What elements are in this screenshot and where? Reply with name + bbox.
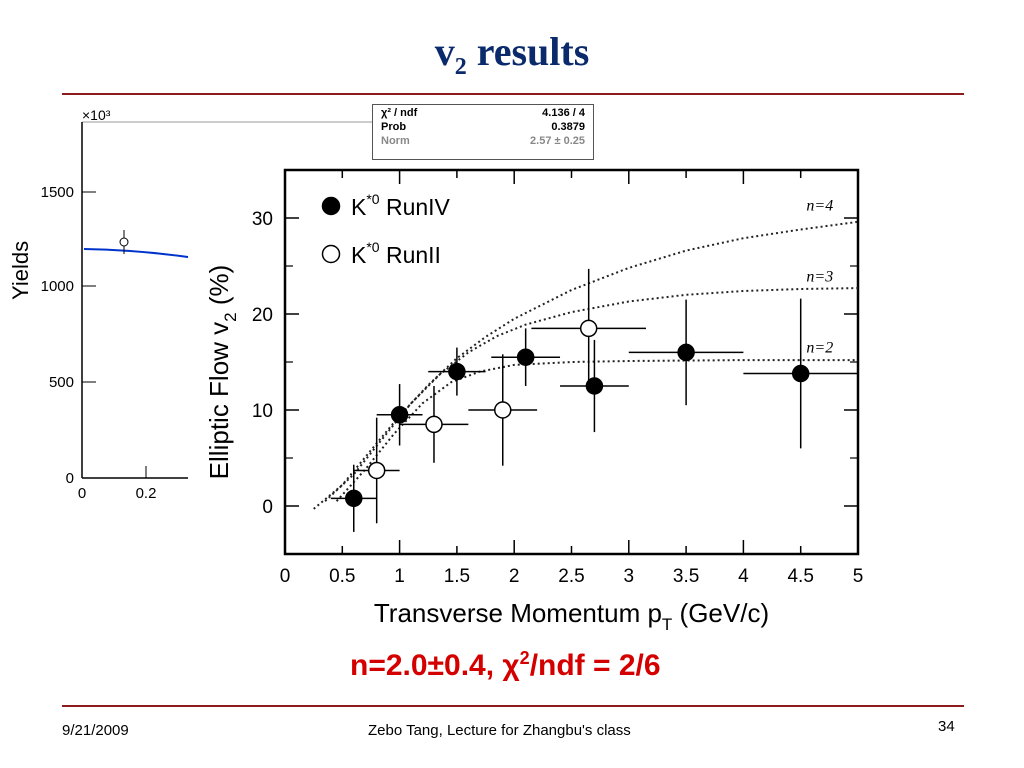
bg-data-point	[119, 237, 129, 247]
v2-chart: 0 0.5 1 1.5 2 2.5 3 3.5 4 4.5 5 0 10 20 30 Transverse M…	[204, 168, 864, 634]
legend-marker	[321, 196, 341, 216]
bg-ytick-label: 1000	[41, 278, 74, 295]
x-tick-label: 5	[853, 566, 864, 587]
multiplier-label: ×10³	[82, 107, 111, 123]
runii-data-point	[425, 415, 443, 434]
y-tick-label: 30	[252, 209, 273, 230]
x-tick-label: 2	[509, 566, 520, 587]
footer-author: Zebo Tang, Lecture for Zhangbu's class	[368, 722, 631, 739]
runiv-data-point	[390, 406, 409, 424]
footer-date: 9/21/2009	[62, 722, 129, 739]
v2-plot-panel: 0 0.5 1 1.5 2 2.5 3 3.5 4 4.5 5 0 10 20 30 Transverse M…	[188, 160, 868, 650]
bg-xtick-label: 0	[78, 485, 86, 502]
x-tick-label: 1.5	[444, 566, 470, 587]
runiv-data-point	[677, 343, 695, 362]
bg-x-ticks: 0 0.2	[78, 466, 157, 502]
y-tick-label: 20	[252, 305, 273, 326]
x-tick-label: 2.5	[558, 566, 584, 587]
curve-label-n4: n=4	[806, 197, 833, 214]
plot-frame	[283, 168, 860, 556]
fit-stats-box: χ² / ndf 4.136 / 4 Prob 0.3879 Norm 2.57 ± …	[372, 104, 594, 160]
footer-divider	[62, 705, 964, 707]
x-tick-label: 3	[624, 566, 635, 587]
fit-row-norm: Norm 2.57 ± 0.25	[381, 135, 585, 147]
runii-data-point	[493, 401, 512, 419]
page-number: 34	[938, 718, 955, 735]
runiv-data-point	[345, 489, 363, 508]
x-tick-label: 0	[280, 566, 291, 587]
fit-row-prob: Prob 0.3879	[381, 121, 585, 133]
y-tick-label: 10	[252, 401, 273, 422]
theory-curve-n3	[324, 287, 859, 502]
runiv-data-point	[448, 362, 466, 381]
bg-ytick-label: 0	[66, 470, 74, 487]
x-tick-label: 4	[738, 566, 749, 587]
curve-label-n3: n=3	[806, 268, 833, 285]
bg-xtick-label: 0.2	[136, 485, 157, 502]
fit-result-text: n=2.0±0.4, χ2/ndf = 2/6	[350, 648, 661, 682]
fit-row-chi2: χ² / ndf 4.136 / 4	[381, 107, 585, 119]
yields-axis-label: Yields	[8, 241, 33, 300]
runiv-data-point	[585, 377, 604, 395]
x-tick-label: 3.5	[673, 566, 699, 587]
y-tick-label: 0	[262, 497, 273, 518]
runiv-data-point	[791, 364, 810, 383]
runii-data-point	[367, 461, 386, 480]
runiv-data-point	[516, 348, 535, 366]
theory-curve-n4	[313, 220, 859, 510]
bg-ytick-label: 1500	[41, 184, 74, 201]
legend-label: K*0 RunIV	[351, 191, 451, 220]
x-axis-label: Transverse Momentum pT (GeV/c)	[374, 598, 769, 634]
y-axis-label: Elliptic Flow v2 (%)	[204, 265, 240, 480]
title-divider	[62, 93, 964, 95]
bg-ytick-label: 500	[49, 374, 74, 391]
curve-label-n2: n=2	[806, 339, 833, 356]
legend-label: K*0 RunII	[351, 239, 441, 268]
runii-data-point	[579, 319, 598, 338]
x-tick-label: 1	[394, 566, 405, 587]
bg-y-ticks: 1500 1000 500 0	[41, 184, 96, 487]
slide-title: v2 results	[434, 29, 590, 80]
x-tick-label: 0.5	[329, 566, 355, 587]
x-tick-label: 4.5	[787, 566, 813, 587]
blue-fit-curve	[83, 248, 196, 259]
legend-marker	[321, 244, 341, 264]
